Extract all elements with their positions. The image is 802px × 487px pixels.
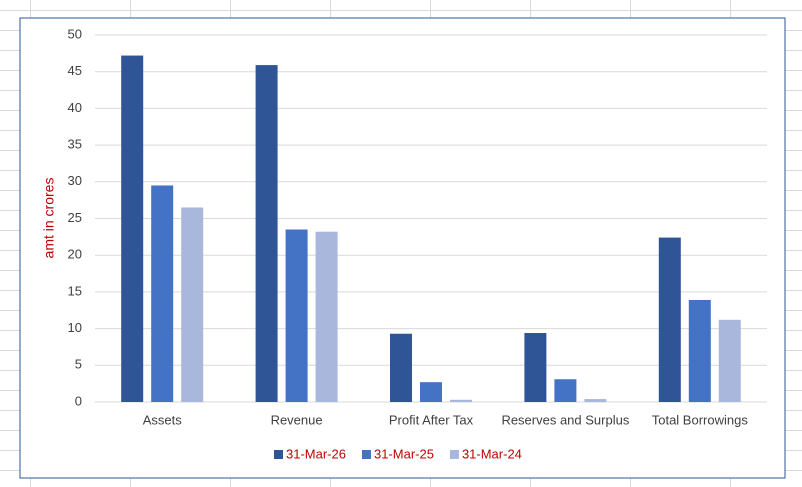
bar: [255, 65, 278, 403]
y-tick-label: 15: [68, 283, 82, 298]
bar: [151, 185, 174, 402]
bar: [121, 55, 144, 402]
y-axis-title: amt in crores: [41, 178, 57, 259]
bar: [584, 399, 607, 402]
y-tick-label: 10: [68, 320, 82, 335]
legend-swatch: [361, 450, 371, 459]
y-tick-label: 35: [68, 137, 82, 152]
y-tick-label: 25: [68, 210, 82, 225]
legend-swatch: [274, 450, 283, 459]
x-tick-label: Profit After Tax: [389, 412, 474, 427]
legend-label: 31-Mar-26: [286, 446, 346, 461]
bar: [554, 379, 577, 402]
bar: [524, 333, 547, 402]
y-tick-label: 20: [68, 247, 82, 262]
x-tick-label: Revenue: [271, 412, 323, 427]
y-tick-label: 0: [75, 393, 82, 408]
bar: [658, 237, 681, 402]
bar: [315, 231, 338, 402]
y-tick-label: 45: [68, 63, 82, 78]
bar: [688, 299, 711, 402]
y-tick-label: 30: [68, 173, 82, 188]
bar: [420, 382, 442, 402]
x-tick-label: Assets: [143, 412, 183, 427]
y-tick-label: 40: [68, 100, 82, 115]
bar: [390, 333, 412, 402]
bar: [718, 319, 741, 402]
legend-swatch: [449, 450, 459, 459]
legend-label: 31-Mar-25: [374, 446, 434, 461]
legend-label: 31-Mar-24: [462, 446, 522, 461]
y-tick-label: 50: [68, 26, 82, 41]
y-tick-label: 5: [75, 357, 82, 372]
bar: [181, 207, 204, 402]
bar: [285, 229, 308, 402]
x-tick-label: Reserves and Surplus: [501, 412, 629, 427]
x-tick-label: Total Borrowings: [652, 412, 749, 427]
bar: [450, 399, 472, 402]
